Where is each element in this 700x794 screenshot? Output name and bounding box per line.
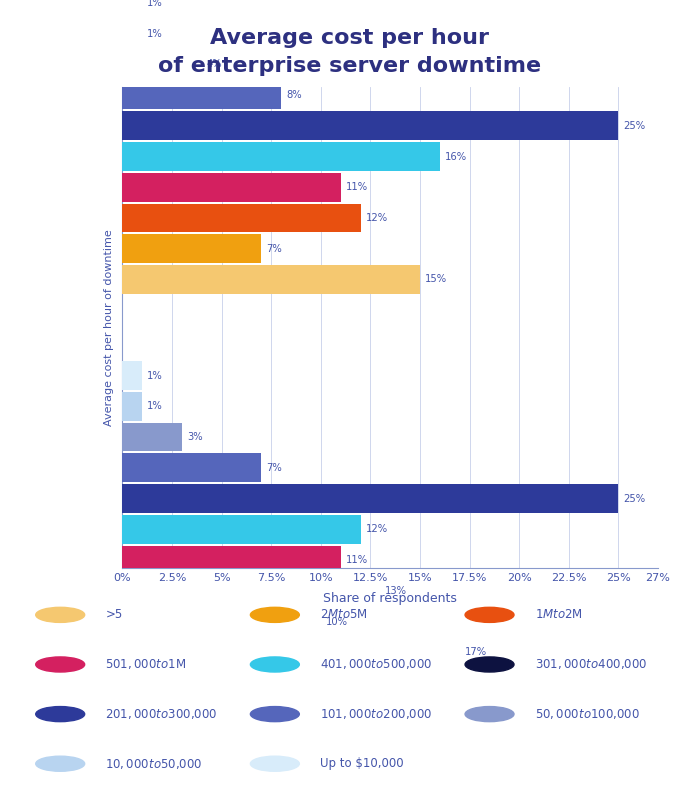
Text: 1%: 1% [147, 29, 163, 39]
Text: 4%: 4% [206, 60, 223, 69]
Bar [122, 453, 261, 482]
Circle shape [36, 756, 85, 771]
Bar [122, 484, 618, 513]
Text: 12%: 12% [365, 213, 388, 223]
Text: 25%: 25% [623, 121, 645, 131]
Text: Up to $10,000: Up to $10,000 [320, 757, 404, 770]
Bar [122, 203, 360, 233]
X-axis label: Share of respondents: Share of respondents [323, 592, 457, 604]
Text: $501,000 to $1M: $501,000 to $1M [105, 657, 186, 672]
Text: 17%: 17% [465, 647, 486, 657]
Text: Average cost per hour
of enterprise server downtime: Average cost per hour of enterprise serv… [158, 28, 542, 75]
Bar [122, 111, 618, 141]
Text: $1M to $2M: $1M to $2M [535, 608, 582, 622]
Circle shape [36, 707, 85, 722]
Circle shape [465, 707, 514, 722]
Circle shape [251, 657, 300, 672]
Bar [122, 576, 380, 605]
Bar [122, 173, 341, 202]
Text: $101,000 to $200,000: $101,000 to $200,000 [320, 707, 433, 721]
Text: 15%: 15% [425, 275, 447, 284]
Circle shape [465, 607, 514, 622]
Bar [122, 0, 142, 17]
Text: $301,000 to $400,000: $301,000 to $400,000 [535, 657, 647, 672]
Circle shape [251, 707, 300, 722]
Circle shape [36, 607, 85, 622]
Text: 10%: 10% [326, 616, 348, 626]
Bar [122, 265, 420, 294]
Text: 11%: 11% [346, 555, 368, 565]
Text: 12%: 12% [365, 524, 388, 534]
Text: 13%: 13% [385, 586, 407, 596]
Bar [122, 361, 142, 390]
Text: $401,000 to $500,000: $401,000 to $500,000 [320, 657, 433, 672]
Text: 8%: 8% [286, 90, 302, 100]
Bar [122, 142, 440, 171]
Circle shape [251, 756, 300, 771]
Text: $50,000 to $100,000: $50,000 to $100,000 [535, 707, 640, 721]
Text: 3%: 3% [187, 432, 202, 442]
Bar [122, 515, 360, 544]
Text: 1%: 1% [147, 371, 163, 380]
Bar [122, 50, 202, 79]
Text: 11%: 11% [346, 183, 368, 192]
Text: 1%: 1% [147, 0, 163, 8]
Text: $2M to $5M: $2M to $5M [320, 608, 368, 622]
Bar [122, 19, 142, 48]
Bar [122, 607, 321, 636]
Text: >5: >5 [105, 608, 122, 622]
Text: 1%: 1% [147, 401, 163, 411]
Text: 7%: 7% [266, 244, 282, 254]
Circle shape [251, 607, 300, 622]
Text: $201,000 to $300,000: $201,000 to $300,000 [105, 707, 218, 721]
Bar [122, 234, 261, 263]
Bar [122, 638, 460, 667]
Circle shape [36, 657, 85, 672]
Bar [122, 422, 182, 452]
Bar [122, 545, 341, 574]
Y-axis label: Average cost per hour of downtime: Average cost per hour of downtime [104, 229, 114, 426]
Text: 7%: 7% [266, 463, 282, 472]
Text: 25%: 25% [623, 494, 645, 503]
Text: $10,000 to $50,000: $10,000 to $50,000 [105, 757, 203, 771]
Bar [122, 392, 142, 421]
Circle shape [465, 657, 514, 672]
Bar [122, 81, 281, 110]
Text: 16%: 16% [444, 152, 467, 161]
